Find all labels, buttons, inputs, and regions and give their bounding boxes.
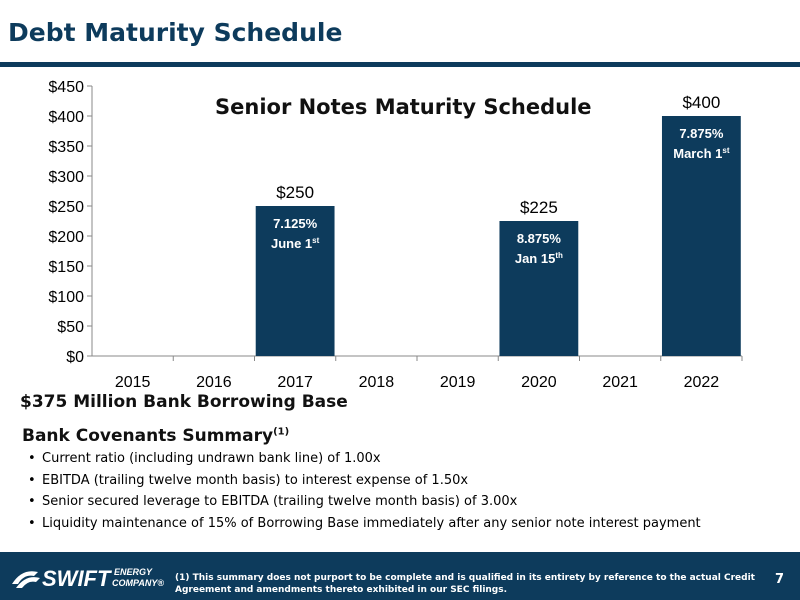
covenant-item: EBITDA (trailing twelve month basis) to … [22, 470, 792, 492]
covenant-item: Current ratio (including undrawn bank li… [22, 448, 792, 470]
bar-rate-label: 8.875% [517, 231, 562, 246]
y-tick-label: $0 [66, 349, 84, 366]
y-tick-label: $200 [48, 229, 84, 246]
footer-bar: SWIFT ENERGY COMPANY® (1) This summary d… [0, 552, 800, 600]
y-tick-label: $450 [48, 79, 84, 96]
covenants-list: Current ratio (including undrawn bank li… [22, 448, 792, 534]
bar-value-label: $225 [520, 198, 558, 217]
swift-energy-logo: SWIFT ENERGY COMPANY® [12, 566, 164, 591]
covenants-heading: Bank Covenants Summary(1) [22, 426, 289, 446]
bar-value-label: $250 [276, 183, 314, 202]
bar-rate-label: 7.125% [273, 216, 318, 231]
covenants-title: Bank Covenants Summary [22, 426, 274, 446]
y-tick-label: $400 [48, 109, 84, 126]
bar-rate-label: 7.875% [679, 126, 724, 141]
y-tick-label: $350 [48, 139, 84, 156]
y-tick-label: $100 [48, 289, 84, 306]
borrowing-base-heading: $375 Million Bank Borrowing Base [20, 392, 348, 412]
x-tick-label: 2017 [277, 374, 313, 391]
x-tick-label: 2020 [521, 374, 557, 391]
y-tick-label: $150 [48, 259, 84, 276]
y-tick-label: $250 [48, 199, 84, 216]
bar-date-label: Jan 15th [515, 251, 563, 266]
chart-title: Senior Notes Maturity Schedule [215, 95, 592, 119]
svg-text:COMPANY®: COMPANY® [112, 578, 164, 588]
y-tick-label: $50 [57, 319, 84, 336]
svg-text:SWIFT: SWIFT [42, 566, 112, 591]
x-tick-label: 2021 [602, 374, 638, 391]
bar-date-label: June 1st [271, 236, 320, 251]
page-number: 7 [774, 572, 784, 587]
svg-text:ENERGY: ENERGY [114, 567, 153, 577]
footnote-text: (1) This summary does not purport to be … [175, 573, 755, 595]
bar [661, 116, 741, 356]
x-tick-label: 2019 [440, 374, 476, 391]
x-tick-label: 2016 [196, 374, 232, 391]
x-tick-label: 2015 [115, 374, 151, 391]
title-underline [0, 62, 800, 67]
y-tick-label: $300 [48, 169, 84, 186]
bar [255, 206, 335, 356]
x-tick-label: 2022 [684, 374, 720, 391]
bar-value-label: $400 [682, 93, 720, 112]
bar [499, 221, 579, 356]
maturity-bar-chart: $0 $50 $100 $150 $200 $250 $300 $350 $400 $450 201… [48, 79, 743, 391]
page-title: Debt Maturity Schedule [8, 18, 343, 47]
footnote-ref: (1) [273, 426, 290, 438]
x-tick-label: 2018 [359, 374, 395, 391]
bar-date-label: March 1st [673, 146, 730, 161]
covenant-item: Liquidity maintenance of 15% of Borrowin… [22, 513, 792, 535]
covenant-item: Senior secured leverage to EBITDA (trail… [22, 491, 792, 513]
